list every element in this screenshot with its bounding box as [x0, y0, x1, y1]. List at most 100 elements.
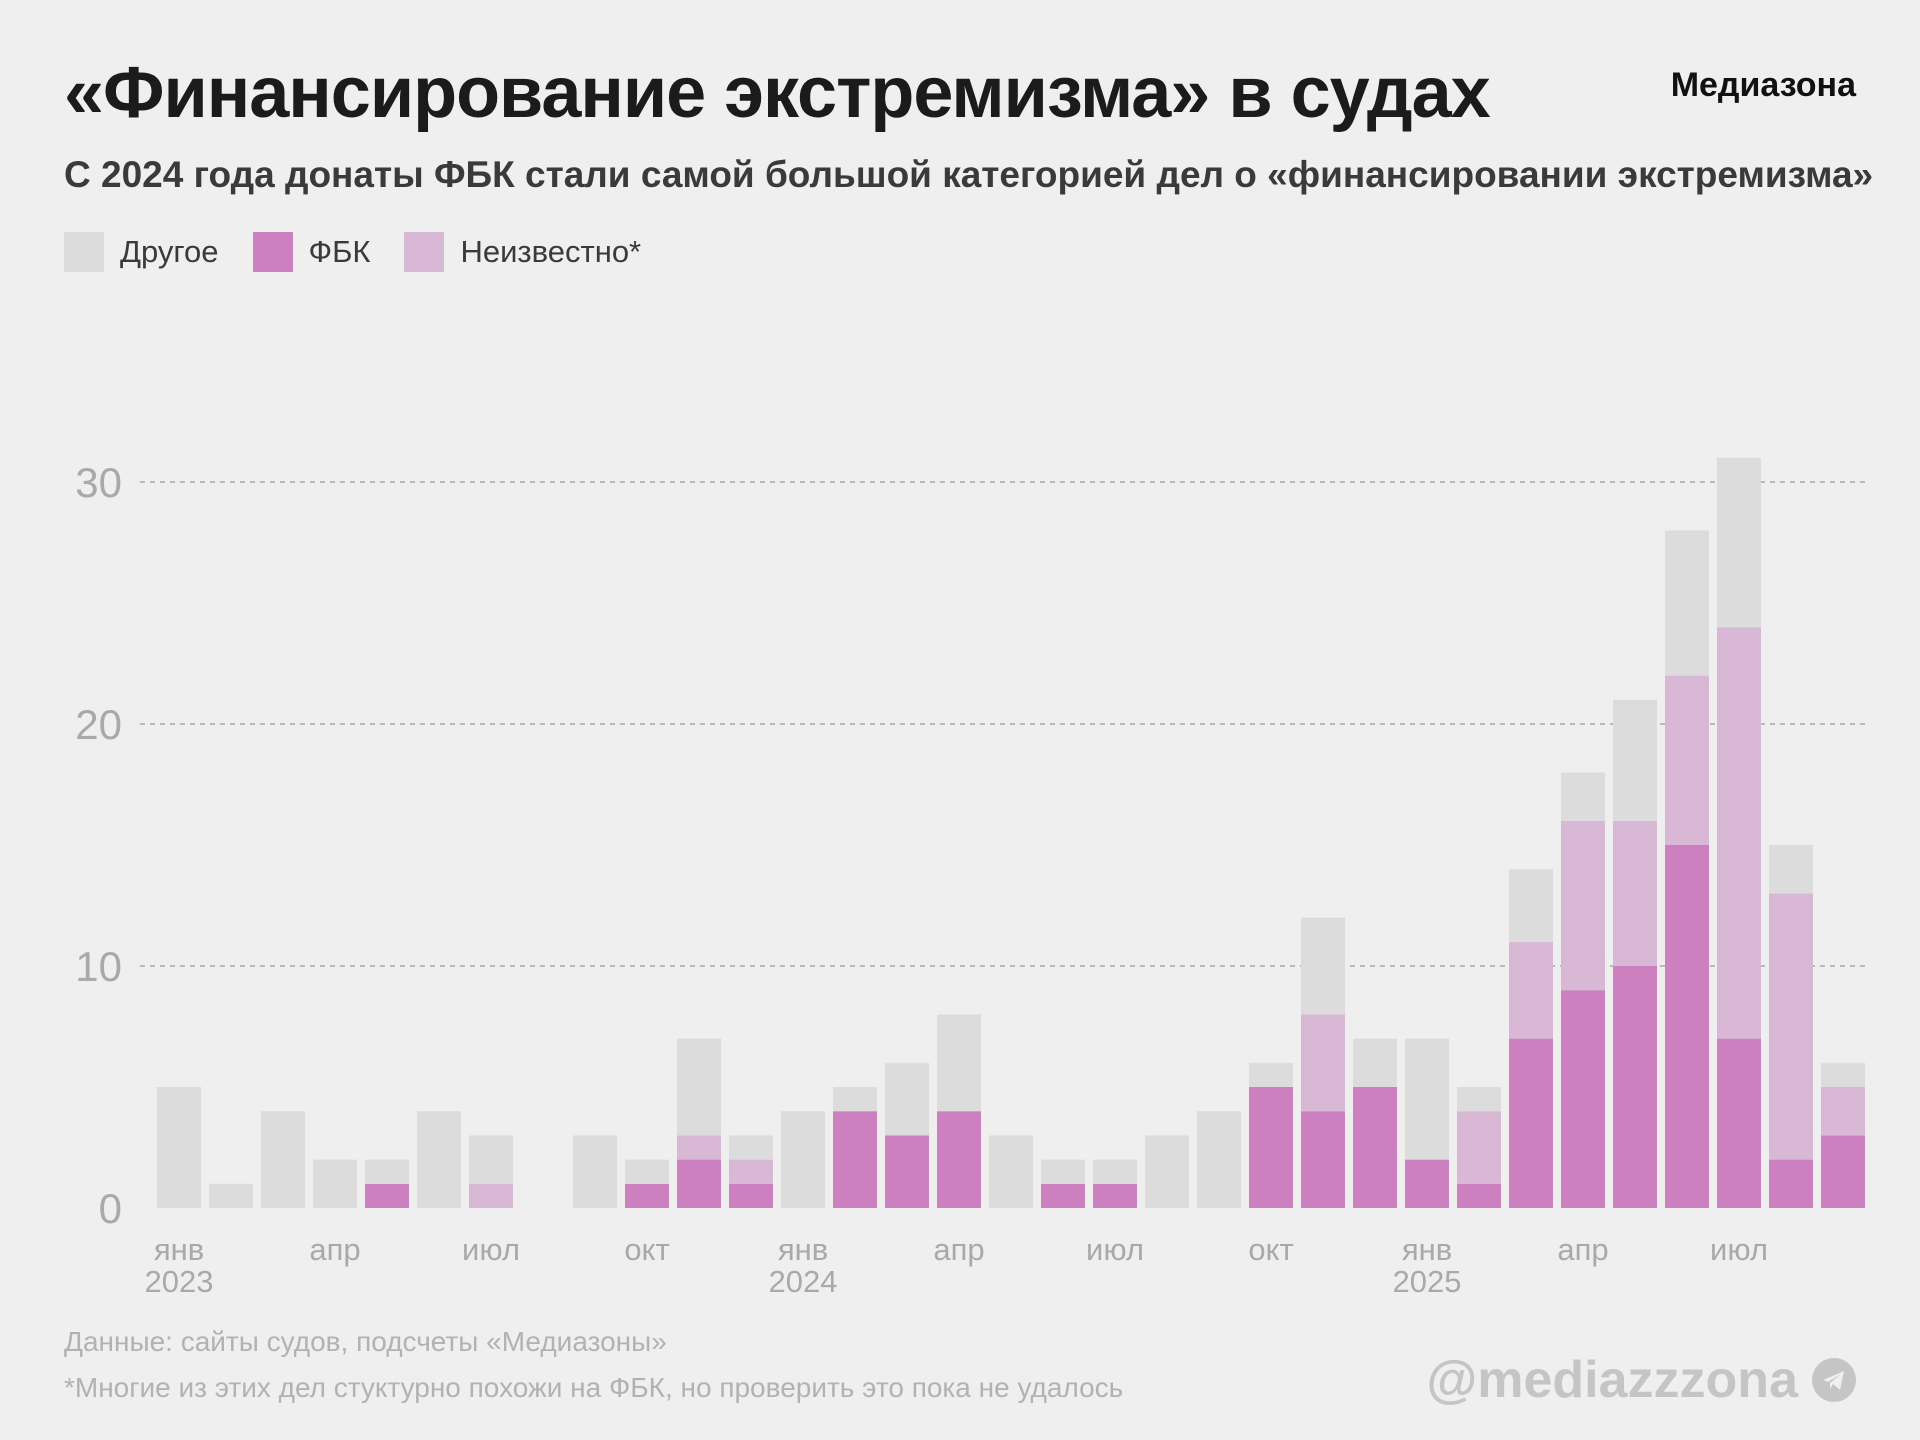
bar-2024-02-fbk — [833, 1111, 877, 1208]
brand-logo: Медиазона — [1670, 66, 1856, 104]
chart-title: «Финансирование экстремизма» в судах — [64, 53, 1491, 133]
bar-2023-10-fbk — [625, 1183, 669, 1208]
bar-2025-02-other — [1457, 1087, 1501, 1112]
bar-2023-12-fbk — [729, 1183, 773, 1208]
handle-text: @mediazzzona — [1426, 1351, 1798, 1409]
bar-2023-06-other — [417, 1111, 461, 1208]
bar-2025-09-other — [1821, 1062, 1865, 1087]
bar-2024-10-fbk — [1249, 1087, 1293, 1208]
x-tick-label-month: окт — [624, 1232, 669, 1267]
bar-2024-11-fbk — [1301, 1111, 1345, 1208]
bar-2024-10-other — [1249, 1062, 1293, 1087]
bar-2025-08-unknown — [1769, 893, 1813, 1160]
bar-2025-07-unknown — [1717, 627, 1761, 1039]
bar-2024-12-fbk — [1353, 1087, 1397, 1208]
bar-2025-07-fbk — [1717, 1038, 1761, 1208]
bar-2025-07-other — [1717, 457, 1761, 628]
bar-2025-01-fbk — [1405, 1159, 1449, 1208]
y-tick-label: 10 — [75, 943, 122, 990]
bar-2025-04-unknown — [1561, 820, 1605, 991]
bar-2024-07-fbk — [1093, 1183, 1137, 1208]
bar-2024-03-fbk — [885, 1135, 929, 1208]
telegram-icon — [1812, 1358, 1856, 1402]
bar-2023-04-other — [313, 1159, 357, 1208]
bar-2023-07-unknown — [469, 1183, 513, 1208]
x-tick-label-month: янв — [778, 1232, 828, 1267]
bar-2023-11-fbk — [677, 1159, 721, 1208]
bar-2025-08-fbk — [1769, 1159, 1813, 1208]
x-tick-label-year: 2024 — [769, 1264, 838, 1299]
bar-2025-03-other — [1509, 869, 1553, 942]
x-tick-label-month: янв — [154, 1232, 204, 1267]
x-tick-label-month: июл — [1086, 1232, 1144, 1267]
bar-2023-12-other — [729, 1135, 773, 1160]
bar-2024-04-fbk — [937, 1111, 981, 1208]
social-handle[interactable]: @mediazzzona — [1427, 1350, 1856, 1410]
x-tick-label-year: 2025 — [1393, 1264, 1462, 1299]
bar-2025-05-unknown — [1613, 820, 1657, 966]
bar-2023-03-other — [261, 1111, 305, 1208]
bar-2024-06-other — [1041, 1159, 1085, 1184]
x-tick-label-month: июл — [1710, 1232, 1768, 1267]
x-tick-label-month: июл — [462, 1232, 520, 1267]
bar-2025-04-fbk — [1561, 990, 1605, 1208]
y-tick-label: 0 — [99, 1185, 122, 1232]
bar-2025-02-fbk — [1457, 1183, 1501, 1208]
x-tick-label-month: апр — [933, 1232, 984, 1267]
bar-2023-05-other — [365, 1159, 409, 1184]
bar-2023-02-other — [209, 1183, 253, 1208]
legend: Другое ФБК Неизвестно* — [64, 232, 641, 272]
bar-2024-08-other — [1145, 1135, 1189, 1208]
bar-2025-05-other — [1613, 699, 1657, 821]
y-tick-label: 20 — [75, 701, 122, 748]
legend-label-other: Другое — [120, 234, 219, 269]
x-tick-label-month: окт — [1248, 1232, 1293, 1267]
bar-2025-06-unknown — [1665, 675, 1709, 845]
bar-2025-01-other — [1405, 1038, 1449, 1160]
legend-swatch-unknown — [404, 232, 445, 272]
bar-2023-10-other — [625, 1159, 669, 1184]
source-note: Данные: сайты судов, подсчеты «Медиазоны… — [64, 1326, 667, 1357]
bar-2024-12-other — [1353, 1038, 1397, 1087]
legend-label-fbk: ФБК — [308, 234, 371, 269]
asterisk-note: *Многие из этих дел стуктурно похожи на … — [64, 1372, 1124, 1403]
bar-2025-05-fbk — [1613, 966, 1657, 1208]
bar-2024-11-unknown — [1301, 1014, 1345, 1112]
y-tick-label: 30 — [75, 459, 122, 506]
bar-2023-12-unknown — [729, 1159, 773, 1184]
bar-2025-03-unknown — [1509, 941, 1553, 1039]
bar-2023-01-other — [157, 1087, 201, 1208]
bar-2024-07-other — [1093, 1159, 1137, 1184]
x-tick-label-month: апр — [309, 1232, 360, 1267]
bar-2024-01-other — [781, 1111, 825, 1208]
bar-2024-11-other — [1301, 917, 1345, 1015]
x-tick-label-year: 2023 — [145, 1264, 214, 1299]
bar-2023-11-unknown — [677, 1135, 721, 1160]
bar-2025-02-unknown — [1457, 1111, 1501, 1184]
bar-2024-03-other — [885, 1062, 929, 1136]
bar-2025-04-other — [1561, 772, 1605, 821]
bar-2023-11-other — [677, 1038, 721, 1136]
bar-2024-09-other — [1197, 1111, 1241, 1208]
legend-label-unknown: Неизвестно* — [460, 234, 642, 269]
bar-2024-02-other — [833, 1087, 877, 1112]
bar-2025-06-other — [1665, 530, 1709, 676]
bar-2023-05-fbk — [365, 1183, 409, 1208]
legend-item-fbk: ФБК — [252, 232, 371, 272]
legend-item-unknown: Неизвестно* — [404, 232, 641, 272]
x-tick-label-month: янв — [1402, 1232, 1452, 1267]
chart-subtitle: С 2024 года донаты ФБК стали самой больш… — [64, 154, 1874, 195]
bar-2023-07-other — [469, 1135, 513, 1184]
bar-2025-03-fbk — [1509, 1038, 1553, 1208]
x-tick-label-month: апр — [1557, 1232, 1608, 1267]
bar-2023-09-other — [573, 1135, 617, 1208]
bar-2024-06-fbk — [1041, 1183, 1085, 1208]
bar-2025-09-unknown — [1821, 1087, 1865, 1136]
bar-2025-09-fbk — [1821, 1135, 1865, 1208]
bar-2024-04-other — [937, 1014, 981, 1112]
bar-2025-06-fbk — [1665, 845, 1709, 1208]
bar-2025-08-other — [1769, 845, 1813, 894]
bar-2024-05-other — [989, 1135, 1033, 1208]
legend-swatch-other — [64, 232, 104, 272]
